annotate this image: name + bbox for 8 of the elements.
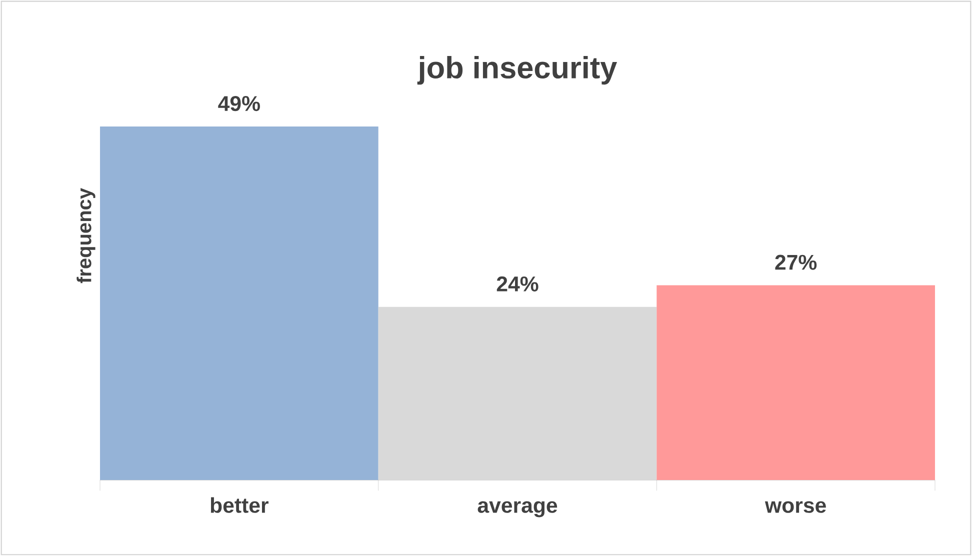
data-label: 27%	[775, 254, 817, 270]
y-axis-title: frequency	[76, 188, 96, 284]
x-tick-label: worse	[764, 501, 826, 513]
chart-title: job insecurity	[417, 56, 618, 85]
x-tick-label: average	[478, 501, 558, 518]
data-label: 24%	[496, 276, 538, 292]
data-label: 49%	[218, 96, 260, 112]
x-tick-label: better	[210, 497, 268, 513]
